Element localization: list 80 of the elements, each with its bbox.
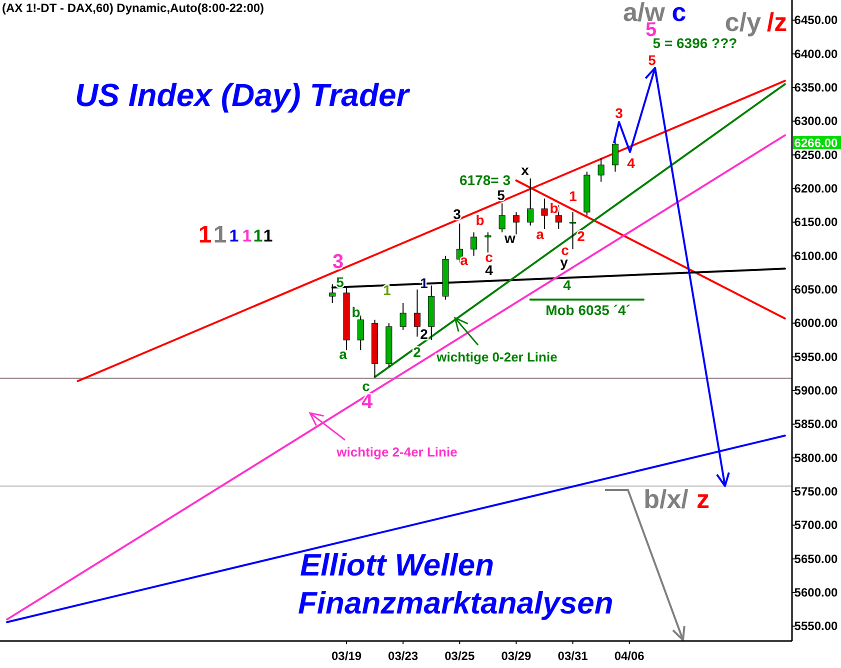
candlestick	[414, 289, 420, 338]
annotation: c	[362, 378, 370, 394]
annotation: 3	[615, 105, 624, 121]
annotation: Elliott Wellen	[300, 548, 494, 582]
y-tick-label: 5800.00	[794, 450, 838, 465]
x-tick-label: 03/31	[558, 649, 588, 663]
y-tick-label: 6050.00	[794, 282, 838, 297]
candlestick	[570, 212, 576, 250]
y-tick-label: 6100.00	[794, 248, 838, 263]
annotation: c	[672, 0, 686, 27]
annotation: Finanzmarktanalysen	[298, 586, 614, 620]
annotation: 3	[332, 251, 344, 273]
annotation: b	[352, 304, 360, 320]
annotation: 5	[336, 274, 344, 290]
annotation: wichtige 2-4er Linie	[336, 444, 458, 460]
annotation: 5	[497, 187, 506, 203]
y-tick-label: 5950.00	[794, 350, 838, 364]
y-tick-label: 6000.00	[794, 316, 838, 330]
y-tick-label: 6450.00	[794, 13, 838, 28]
annotation: wichtige 0-2er Linie	[436, 350, 558, 364]
annotation: 4	[627, 155, 636, 171]
x-tick-label: 03/25	[444, 649, 475, 663]
y-tick-label: 6250.00	[794, 148, 838, 162]
y-tick-label: 6300.00	[794, 114, 838, 128]
x-tick-label: 03/23	[388, 649, 418, 663]
annotation: b	[476, 212, 484, 228]
candlestick	[498, 202, 506, 233]
y-tick-label: 6350.00	[794, 80, 838, 95]
text: US Index (Day) Trader	[75, 77, 410, 113]
annotation: c/y	[724, 7, 762, 37]
annotation: a	[536, 226, 544, 242]
annotation: a	[460, 252, 468, 268]
annotation: 4	[361, 391, 374, 413]
candlestick	[484, 232, 492, 253]
annotation: 2	[577, 228, 586, 244]
annotation: a	[339, 346, 348, 362]
annotation: /z	[766, 7, 788, 37]
annotation: 1	[213, 222, 227, 248]
y-tick-label: 5600.00	[794, 586, 838, 600]
annotation: 5	[648, 52, 656, 68]
annotation: c	[485, 249, 494, 265]
annotation: b	[550, 200, 558, 216]
annotation: z	[696, 484, 710, 514]
annotation: 1	[253, 226, 263, 246]
x-tick-label: 03/19	[331, 649, 362, 663]
annotation: 5 = 6396 ???	[652, 35, 738, 51]
candlestick	[400, 302, 406, 330]
annotation: 4	[485, 262, 494, 278]
candlestick	[598, 158, 604, 182]
annotation: 1	[198, 222, 212, 248]
y-tick-label: 5850.00	[794, 417, 838, 432]
candlestick	[527, 178, 534, 226]
annotation: 4	[563, 277, 572, 293]
annotation: 2	[420, 326, 428, 342]
annotation: 1	[383, 282, 392, 298]
annotation: 1	[242, 226, 252, 246]
x-tick-label: 03/29	[501, 649, 532, 663]
annotation: w	[504, 230, 516, 246]
y-tick-label: 5900.00	[794, 384, 838, 398]
y-tick-label: 5750.00	[794, 484, 838, 499]
y-tick-label: 5550.00	[794, 619, 838, 634]
annotation: 1	[229, 226, 239, 246]
x-tick-label: 04/06	[614, 649, 645, 663]
candlestick	[470, 232, 478, 256]
candlestick	[512, 212, 520, 236]
y-tick-label: 5700.00	[794, 518, 838, 532]
chart-title: (AX 1!-DT - DAX,60) Dynamic,Auto(8:00-22:00)	[2, 1, 264, 15]
text: 6266.00	[794, 136, 838, 150]
annotation: 3	[453, 206, 462, 222]
y-tick-label: 5650.00	[794, 552, 838, 566]
y-tick-label: 6150.00	[794, 215, 838, 230]
annotation: 1	[569, 188, 578, 204]
annotation: x	[521, 162, 530, 178]
y-tick-label: 6400.00	[794, 46, 838, 61]
annotation: 1	[263, 226, 273, 246]
annotation: b/x/	[644, 484, 688, 514]
candlestick	[541, 198, 548, 230]
annotation: Mob 6035 ´4´	[546, 302, 631, 318]
annotation: 6178= 3	[460, 172, 511, 188]
y-tick-label: 6200.00	[794, 182, 838, 196]
